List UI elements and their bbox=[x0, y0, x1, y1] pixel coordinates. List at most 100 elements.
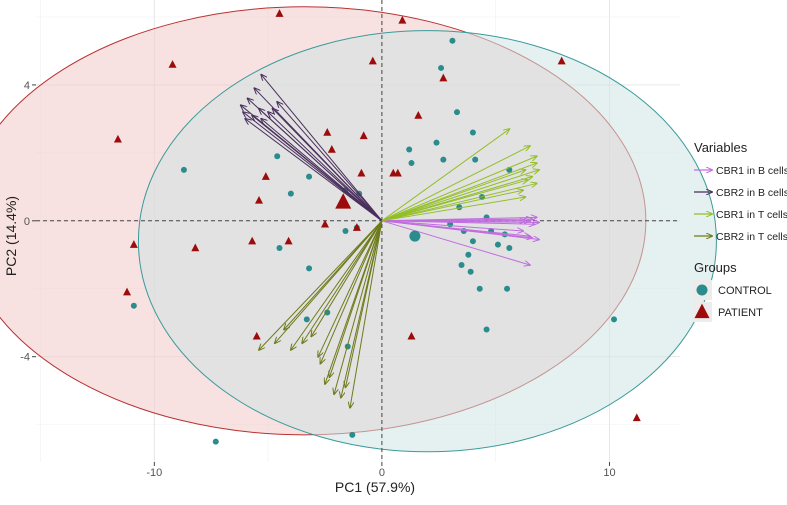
arrow-cbr1-in-t-cells bbox=[381, 170, 525, 222]
point-patient bbox=[352, 223, 361, 231]
point-control bbox=[349, 431, 356, 438]
point-control bbox=[469, 129, 476, 136]
y-tick-label: 4 bbox=[24, 80, 30, 92]
point-patient bbox=[357, 168, 366, 177]
variables-legend: Variables CBR1 in B cells CBR2 in B cells… bbox=[694, 140, 787, 243]
group-centroids bbox=[335, 193, 421, 242]
point-patient bbox=[368, 56, 377, 65]
point-patient bbox=[275, 9, 284, 17]
arrow-cbr2-in-b-cells bbox=[243, 112, 383, 222]
arrow-cbr2-in-b-cells bbox=[268, 112, 383, 222]
point-patient bbox=[632, 413, 641, 422]
point-control bbox=[408, 160, 415, 167]
point-patient bbox=[439, 73, 448, 82]
arrow-cbr2-in-t-cells bbox=[259, 220, 383, 350]
arrow-cbr2-in-t-cells bbox=[350, 220, 383, 408]
point-control bbox=[467, 268, 474, 275]
point-patient bbox=[123, 287, 132, 296]
variables-legend-title: Variables bbox=[694, 140, 748, 155]
arrow-cbr2-in-t-cells bbox=[334, 220, 383, 394]
point-control bbox=[440, 156, 447, 163]
point-patient bbox=[359, 131, 368, 140]
point-patient bbox=[407, 331, 416, 340]
arrow-cbr1-in-t-cells bbox=[381, 180, 528, 222]
point-patient bbox=[191, 243, 200, 252]
point-patient bbox=[284, 236, 293, 245]
arrow-cbr2-in-b-cells bbox=[273, 109, 383, 222]
x-tick-label: -10 bbox=[146, 467, 162, 479]
point-control bbox=[458, 261, 465, 268]
point-control bbox=[483, 326, 490, 333]
groups-legend-key bbox=[696, 284, 708, 296]
point-control bbox=[406, 146, 413, 153]
variables-legend-label: CBR1 in T cells bbox=[716, 209, 787, 221]
point-control bbox=[506, 244, 513, 251]
point-control bbox=[324, 309, 331, 316]
groups-legend-title: Groups bbox=[694, 260, 737, 275]
arrow-cbr1-in-t-cells bbox=[381, 156, 537, 222]
point-control bbox=[472, 156, 479, 163]
point-control bbox=[504, 285, 511, 292]
arrow-cbr2-in-t-cells bbox=[345, 220, 383, 387]
variables-legend-label: CBR2 in T cells bbox=[716, 231, 787, 243]
x-axis-label: PC1 (57.9%) bbox=[335, 479, 415, 495]
point-control bbox=[180, 166, 187, 173]
point-patient bbox=[113, 134, 122, 143]
arrow-cbr2-in-b-cells bbox=[252, 116, 383, 222]
point-patient bbox=[255, 195, 264, 204]
point-control bbox=[344, 343, 351, 350]
point-patient bbox=[321, 219, 330, 228]
point-patient bbox=[557, 56, 566, 65]
point-control bbox=[453, 109, 460, 116]
point-control bbox=[303, 316, 310, 323]
arrow-cbr1-in-t-cells bbox=[381, 170, 539, 222]
arrow-cbr2-in-t-cells bbox=[320, 220, 383, 364]
point-patient bbox=[398, 15, 407, 24]
point-control bbox=[342, 228, 349, 234]
point-control bbox=[212, 438, 219, 445]
arrow-cbr2-in-b-cells bbox=[261, 119, 383, 222]
arrow-cbr2-in-b-cells bbox=[261, 75, 383, 222]
x-tick-label: 10 bbox=[603, 467, 615, 479]
point-control bbox=[469, 238, 476, 245]
point-control bbox=[476, 285, 483, 292]
point-control bbox=[306, 173, 313, 180]
point-control bbox=[274, 153, 281, 160]
point-control bbox=[306, 265, 313, 272]
variables-legend-label: CBR2 in B cells bbox=[716, 187, 787, 199]
groups-legend: Groups CONTROL PATIENT bbox=[692, 260, 772, 322]
variable-arrows bbox=[241, 75, 539, 408]
arrow-cbr2-in-b-cells bbox=[259, 109, 383, 222]
arrow-cbr2-in-t-cells bbox=[330, 220, 383, 377]
arrow-cbr2-in-b-cells bbox=[277, 102, 383, 222]
point-control bbox=[287, 190, 294, 197]
y-axis-label: PC2 (14.4%) bbox=[3, 196, 19, 276]
point-patient bbox=[393, 168, 402, 177]
point-patient bbox=[414, 111, 423, 119]
y-tick-label: -4 bbox=[20, 352, 30, 364]
arrow-cbr1-in-b-cells bbox=[381, 220, 523, 231]
point-control bbox=[465, 251, 472, 258]
arrow-cbr2-in-b-cells bbox=[245, 119, 383, 222]
ellipse-control bbox=[137, 30, 717, 453]
point-control bbox=[130, 302, 137, 309]
axis-ticks: -10 0 10 -4 0 4 bbox=[20, 80, 615, 479]
point-patient bbox=[327, 145, 336, 153]
point-patient bbox=[323, 128, 332, 136]
point-control bbox=[276, 244, 283, 251]
point-control bbox=[438, 64, 445, 71]
arrow-cbr1-in-t-cells bbox=[381, 197, 525, 222]
point-patient bbox=[129, 240, 138, 248]
groups-legend-label: PATIENT bbox=[718, 307, 763, 319]
point-patient bbox=[261, 172, 270, 180]
point-control bbox=[611, 316, 618, 323]
arrow-cbr2-in-t-cells bbox=[302, 220, 383, 343]
point-patient bbox=[248, 236, 257, 245]
arrow-cbr1-in-t-cells bbox=[381, 190, 523, 222]
point-control bbox=[449, 37, 456, 44]
x-tick-label: 0 bbox=[379, 467, 385, 479]
point-control bbox=[494, 241, 501, 248]
point-patient bbox=[252, 331, 261, 340]
groups-legend-key bbox=[694, 303, 710, 319]
